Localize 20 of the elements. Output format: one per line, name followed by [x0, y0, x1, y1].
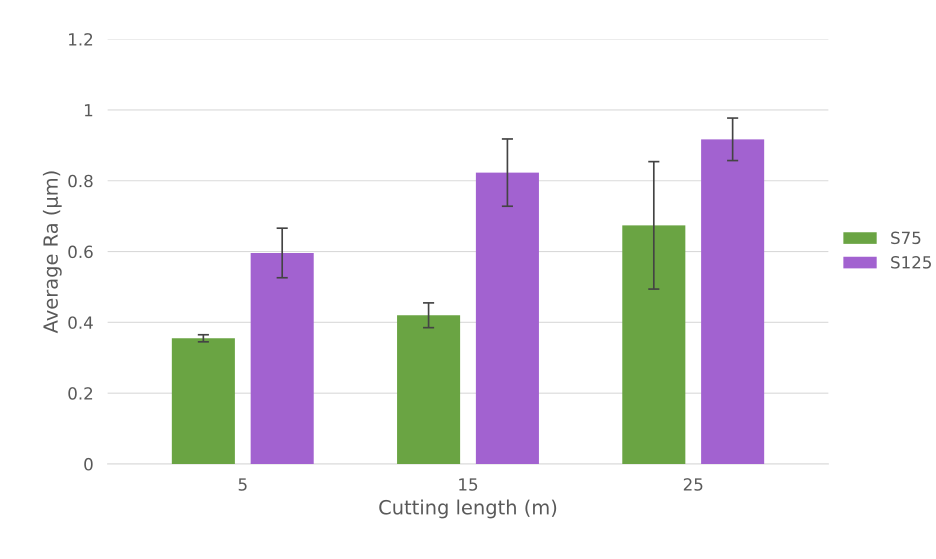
- x-tick-label: 25: [684, 478, 702, 491]
- y-tick-label: 0: [84, 458, 93, 471]
- bar: [172, 338, 235, 464]
- y-tick-label: 0.2: [68, 387, 92, 400]
- x-tick-label: 15: [459, 478, 478, 491]
- legend-label: S75: [891, 232, 920, 244]
- legend-label: S125: [891, 256, 931, 269]
- bar: [476, 172, 539, 464]
- bar: [701, 139, 764, 464]
- y-tick-label: 0.4: [68, 316, 93, 329]
- bar: [622, 225, 686, 464]
- y-axis-title: Average Ra (µm): [42, 171, 62, 334]
- bar: [250, 252, 314, 464]
- x-tick-label: 5: [238, 478, 247, 491]
- y-tick-label: 0.8: [68, 174, 93, 188]
- bar: [397, 315, 460, 464]
- y-tick-label: 1: [84, 104, 92, 116]
- x-axis-title: Cutting length (m): [379, 500, 556, 518]
- y-tick-label: 1.2: [69, 33, 92, 46]
- y-tick-label: 0.6: [68, 246, 93, 258]
